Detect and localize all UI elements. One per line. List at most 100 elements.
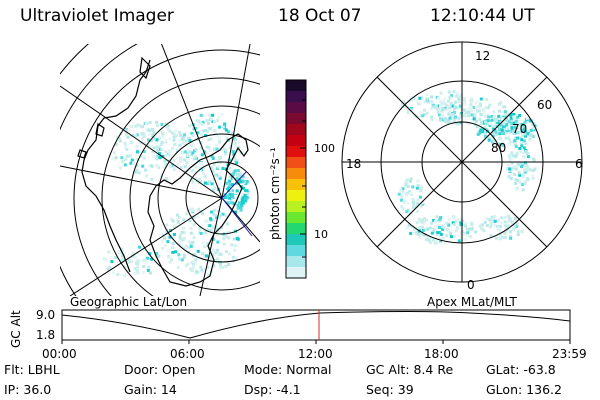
emission-pixel (449, 235, 453, 239)
emission-pixel (455, 91, 459, 95)
emission-pixel (470, 113, 474, 117)
emission-pixel (189, 207, 193, 211)
emission-pixel (447, 223, 451, 227)
emission-pixel (171, 236, 175, 240)
emission-pixel (229, 198, 233, 202)
emission-pixel (430, 95, 434, 99)
emission-pixel (504, 115, 508, 119)
emission-pixel (209, 257, 213, 261)
emission-pixel (170, 217, 174, 221)
emission-pixel (521, 133, 525, 137)
emission-pixel (483, 220, 487, 224)
emission-pixel (483, 134, 487, 138)
emission-pixel (430, 221, 433, 225)
emission-pixel (224, 181, 228, 185)
emission-pixel (237, 175, 241, 179)
emission-pixel (214, 134, 218, 137)
emission-pixel (143, 247, 147, 251)
emission-pixel (516, 229, 520, 233)
emission-pixel (198, 178, 202, 182)
emission-pixel (484, 114, 488, 118)
emission-pixel (451, 221, 455, 225)
emission-pixel (469, 99, 473, 103)
emission-pixel (400, 205, 404, 209)
emission-pixel (213, 208, 217, 212)
emission-pixel (206, 228, 210, 232)
emission-pixel (152, 154, 156, 158)
emission-pixel (170, 258, 173, 262)
emission-pixel (522, 155, 526, 159)
status-glat: GLat: -63.8 (486, 362, 556, 377)
emission-pixel (178, 236, 182, 240)
emission-pixel (233, 158, 237, 162)
emission-pixel (124, 157, 128, 161)
emission-pixel (171, 131, 174, 135)
emission-pixel (171, 246, 175, 250)
emission-pixel (146, 144, 150, 148)
emission-pixel (213, 213, 217, 217)
emission-pixel (520, 144, 524, 148)
emission-pixel (488, 218, 492, 222)
emission-pixel (501, 125, 505, 129)
emission-pixel (520, 161, 524, 165)
emission-pixel (418, 195, 422, 199)
emission-pixel (417, 232, 420, 235)
emission-pixel (451, 104, 455, 108)
emission-pixel (491, 133, 495, 137)
emission-pixel (168, 260, 172, 264)
emission-pixel (239, 206, 243, 209)
emission-pixel (163, 159, 167, 163)
emission-pixel (439, 100, 443, 104)
emission-pixel (511, 153, 515, 157)
emission-pixel (409, 212, 413, 216)
emission-pixel (425, 97, 429, 101)
emission-pixel (520, 142, 524, 146)
instrument-title: Ultraviolet Imager (20, 6, 174, 26)
emission-pixel (189, 244, 193, 248)
emission-pixel (466, 114, 470, 118)
emission-pixel (416, 179, 420, 183)
emission-pixel (205, 254, 208, 258)
emission-pixel (436, 231, 440, 235)
emission-pixel (507, 136, 511, 140)
emission-pixel (415, 209, 419, 213)
emission-pixel (134, 134, 138, 138)
emission-pixel (188, 124, 192, 128)
emission-pixel (220, 148, 223, 152)
emission-pixel (151, 133, 155, 137)
status-filter: Flt: LBHL (4, 362, 60, 377)
emission-pixel (233, 169, 237, 173)
emission-pixel (229, 201, 233, 205)
emission-pixel (200, 268, 204, 272)
status-gc-altitude: GC Alt: 8.4 Re (366, 362, 454, 377)
emission-pixel (208, 224, 212, 228)
emission-pixel (435, 232, 439, 236)
emission-pixel (459, 221, 463, 225)
emission-pixel (504, 136, 508, 140)
colorbar-cell (286, 267, 306, 279)
emission-pixel (472, 106, 476, 109)
emission-pixel (400, 103, 404, 107)
emission-pixel (528, 137, 532, 141)
emission-pixel (489, 137, 493, 140)
emission-pixel (190, 144, 194, 147)
emission-pixel (506, 224, 510, 228)
status-door: Door: Open (124, 362, 196, 377)
emission-pixel (131, 161, 135, 165)
emission-pixel (212, 248, 216, 252)
emission-pixel (409, 95, 413, 99)
emission-pixel (478, 117, 482, 121)
emission-pixel (180, 136, 184, 140)
emission-pixel (417, 217, 421, 221)
emission-pixel (465, 121, 469, 125)
emission-pixel (433, 229, 437, 233)
mlat-label-70: 70 (512, 122, 527, 136)
emission-pixel (226, 236, 230, 240)
emission-pixel (136, 158, 140, 161)
emission-pixel (142, 271, 145, 274)
emission-pixel (166, 152, 170, 156)
emission-pixel (226, 196, 230, 199)
emission-pixel (519, 136, 523, 140)
emission-pixel (111, 156, 115, 160)
emission-pixel (433, 241, 437, 245)
